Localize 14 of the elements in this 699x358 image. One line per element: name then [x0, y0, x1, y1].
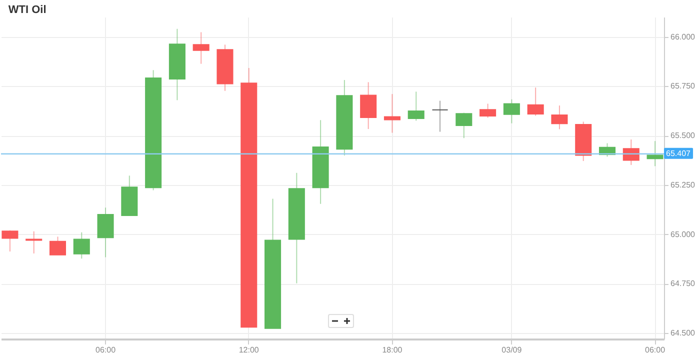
- y-tick-label: 65.750: [670, 82, 696, 91]
- x-tick-label: 03/09: [502, 346, 522, 354]
- y-tick-label: 64.750: [670, 279, 696, 288]
- x-tick-label: 18:00: [382, 346, 403, 354]
- x-tick-label: 06:00: [96, 346, 116, 354]
- chart-title: WTI Oil: [8, 4, 46, 16]
- x-tick-label: 06:00: [645, 346, 666, 354]
- x-tick-label: 12:00: [238, 346, 260, 354]
- y-tick-label: 65.000: [670, 230, 696, 239]
- y-tick-label: 64.500: [670, 328, 696, 338]
- ref-line-label: 65.407: [666, 148, 692, 158]
- y-tick-label: 66.000: [670, 32, 696, 42]
- y-tick-label: 65.500: [670, 131, 696, 140]
- y-tick-label: 65.250: [670, 180, 696, 190]
